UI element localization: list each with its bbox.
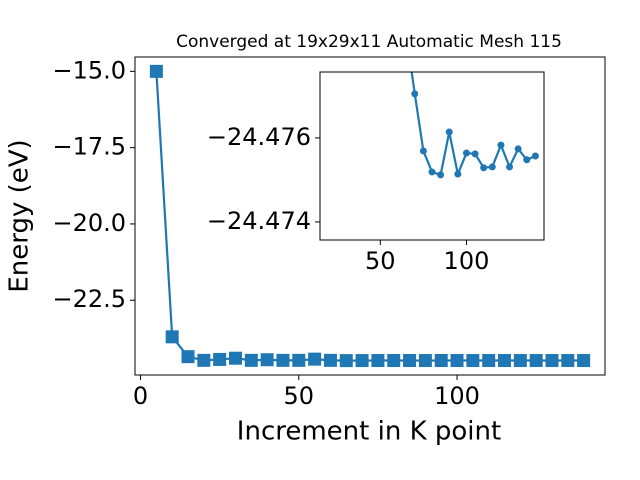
marker — [197, 353, 211, 367]
marker — [529, 354, 543, 368]
marker — [561, 354, 575, 368]
marker — [181, 350, 195, 364]
marker — [480, 164, 488, 172]
marker — [497, 141, 505, 149]
marker — [454, 170, 462, 178]
marker — [165, 330, 179, 344]
plot-frame — [319, 71, 545, 241]
marker — [403, 354, 417, 368]
x-tick-label: 100 — [444, 247, 490, 275]
marker — [355, 354, 369, 368]
marker — [323, 353, 337, 367]
marker — [523, 156, 531, 164]
marker — [276, 353, 290, 367]
marker — [450, 354, 464, 368]
x-axis-label: Increment in K point — [237, 417, 501, 447]
marker — [308, 352, 322, 366]
marker — [411, 90, 419, 98]
marker — [437, 171, 445, 179]
marker — [482, 354, 496, 368]
marker — [228, 351, 242, 365]
marker — [428, 168, 436, 176]
marker — [445, 128, 453, 136]
series-line — [155, 71, 584, 362]
marker — [514, 145, 522, 153]
plot-frame — [134, 56, 606, 376]
plot-area — [320, 72, 544, 240]
y-tick-label: −20.0 — [52, 209, 126, 237]
y-axis-label: Energy (eV) — [5, 139, 35, 292]
marker — [531, 152, 539, 160]
marker — [371, 354, 385, 368]
x-tick-label: 100 — [434, 382, 480, 410]
y-tick-label: −15.0 — [52, 56, 126, 84]
marker — [292, 353, 306, 367]
marker — [462, 149, 470, 157]
chart-title: Converged at 19x29x11 Automatic Mesh 115 — [176, 32, 562, 52]
marker — [471, 150, 479, 158]
marker — [513, 354, 527, 368]
marker — [149, 64, 163, 78]
marker — [506, 163, 514, 171]
marker — [260, 353, 274, 367]
y-tick-label: −17.5 — [52, 133, 126, 161]
marker — [339, 354, 353, 368]
y-tick-label: −22.5 — [52, 285, 126, 313]
marker — [434, 354, 448, 368]
marker — [545, 354, 559, 368]
x-tick-label: 0 — [133, 382, 148, 410]
marker — [418, 354, 432, 368]
marker — [213, 352, 227, 366]
marker — [419, 147, 427, 155]
x-tick-label: 50 — [365, 247, 396, 275]
series-line — [410, 72, 536, 178]
marker — [244, 353, 258, 367]
marker — [387, 354, 401, 368]
marker — [466, 354, 480, 368]
y-tick-label: −24.474 — [207, 207, 311, 235]
y-tick-label: −24.476 — [207, 123, 311, 151]
marker — [488, 163, 496, 171]
marker — [577, 354, 591, 368]
x-tick-label: 50 — [284, 382, 315, 410]
marker — [498, 354, 512, 368]
